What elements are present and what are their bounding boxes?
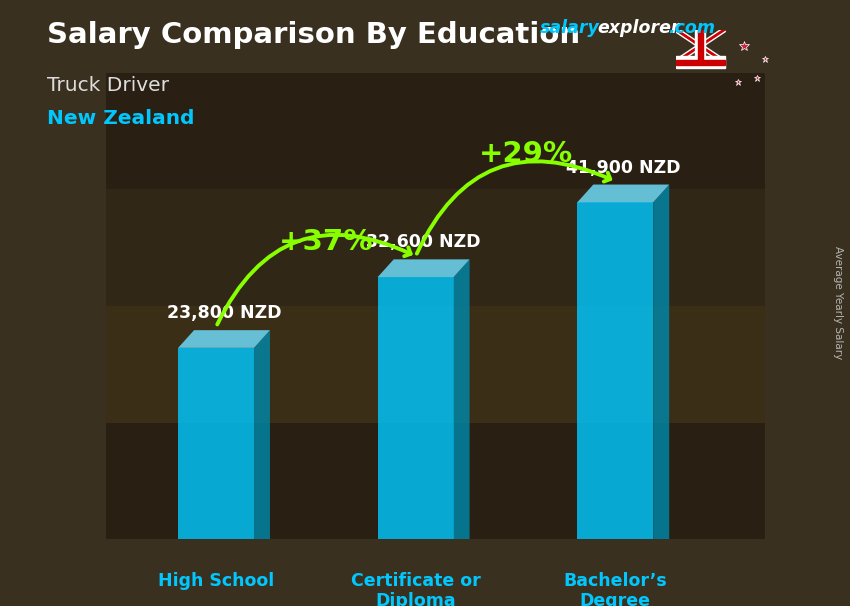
Polygon shape xyxy=(377,259,469,277)
Bar xyxy=(695,30,705,62)
Text: explorer: explorer xyxy=(598,19,680,38)
Polygon shape xyxy=(653,185,669,539)
FancyBboxPatch shape xyxy=(76,423,795,539)
FancyBboxPatch shape xyxy=(76,189,795,306)
Polygon shape xyxy=(254,330,270,539)
Polygon shape xyxy=(577,202,653,539)
Text: New Zealand: New Zealand xyxy=(47,109,195,128)
FancyBboxPatch shape xyxy=(76,73,795,189)
Bar xyxy=(698,30,703,62)
Text: High School: High School xyxy=(158,571,275,590)
Polygon shape xyxy=(178,348,254,539)
Text: .com: .com xyxy=(668,19,715,38)
Text: 41,900 NZD: 41,900 NZD xyxy=(566,159,681,176)
Text: Bachelor’s
Degree: Bachelor’s Degree xyxy=(564,571,667,606)
Text: salary: salary xyxy=(540,19,599,38)
Bar xyxy=(676,56,724,68)
Text: Truck Driver: Truck Driver xyxy=(47,76,169,95)
FancyBboxPatch shape xyxy=(76,306,795,423)
Text: +29%: +29% xyxy=(479,139,573,168)
Text: Certificate or
Diploma: Certificate or Diploma xyxy=(351,571,480,606)
Bar xyxy=(676,59,724,65)
Text: Salary Comparison By Education: Salary Comparison By Education xyxy=(47,21,580,49)
Text: Average Yearly Salary: Average Yearly Salary xyxy=(833,247,843,359)
Text: 32,600 NZD: 32,600 NZD xyxy=(366,233,481,251)
Polygon shape xyxy=(178,330,270,348)
Polygon shape xyxy=(577,185,669,202)
Polygon shape xyxy=(377,277,454,539)
Polygon shape xyxy=(454,259,469,539)
Text: 23,800 NZD: 23,800 NZD xyxy=(167,304,281,322)
Text: +37%: +37% xyxy=(279,228,373,256)
